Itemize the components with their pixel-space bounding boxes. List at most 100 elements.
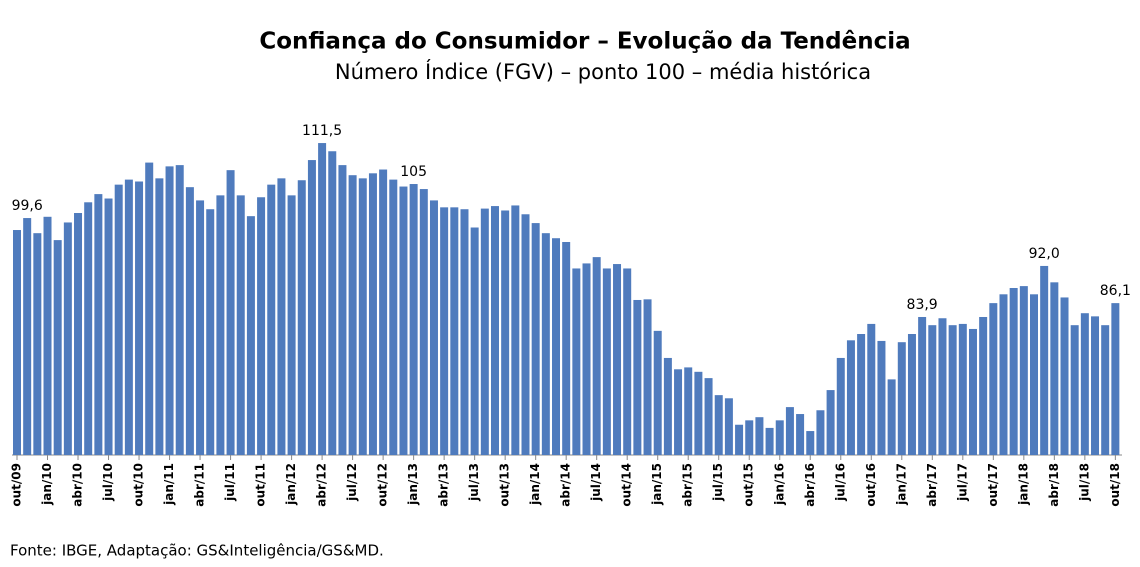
bar (1060, 297, 1069, 455)
source-note: Fonte: IBGE, Adaptação: GS&Inteligência/… (10, 542, 384, 560)
bar (857, 334, 866, 455)
chart-subtitle: Número Índice (FGV) – ponto 100 – média … (335, 59, 871, 84)
bar (938, 318, 947, 455)
bar (1030, 294, 1038, 455)
bar (135, 181, 144, 455)
x-tick-label: jul/15 (711, 463, 725, 502)
bar (552, 238, 561, 455)
x-tick-label: abr/17 (925, 463, 939, 507)
chart-title: Confiança do Consumidor – Evolução da Te… (259, 29, 910, 55)
bar (94, 194, 103, 456)
bar (124, 179, 133, 455)
x-tick-label: jan/16 (772, 463, 786, 506)
x-tick-label: out/15 (742, 463, 756, 507)
bar (490, 206, 499, 455)
x-tick-label: jan/15 (650, 463, 664, 506)
x-tick-label: jan/11 (162, 463, 176, 506)
bar (968, 328, 977, 455)
bar (480, 208, 489, 455)
bar (928, 325, 937, 455)
x-tick-label: abr/16 (803, 463, 817, 507)
bar (541, 233, 550, 455)
bar (399, 186, 408, 456)
data-label: 86,1 (1100, 283, 1131, 299)
bar (429, 200, 438, 455)
bar (297, 180, 306, 455)
bar (958, 323, 967, 455)
bar (328, 151, 337, 455)
bar (674, 369, 683, 455)
bar (63, 222, 72, 455)
x-tick-label: jan/18 (1016, 463, 1030, 506)
data-label: 99,6 (12, 198, 43, 214)
bar (206, 209, 215, 455)
bar (735, 424, 744, 455)
x-tick-label: out/11 (254, 463, 268, 507)
bar (13, 230, 21, 455)
bar (33, 233, 42, 455)
data-label: 83,9 (907, 297, 938, 313)
x-tick-label: jul/11 (223, 463, 237, 502)
bar (1101, 325, 1110, 455)
bar (257, 197, 266, 456)
bar (755, 417, 764, 455)
bar (633, 299, 642, 455)
bar (653, 330, 662, 455)
bar (1091, 316, 1100, 455)
bar (409, 184, 418, 456)
bar (236, 195, 245, 456)
bar (1070, 325, 1079, 455)
x-tick-label: jan/10 (40, 463, 54, 506)
bar (368, 173, 377, 455)
bar (745, 420, 754, 455)
x-tick-label: abr/10 (71, 463, 85, 507)
bar (592, 257, 601, 455)
bar (775, 420, 784, 455)
bar (867, 323, 876, 455)
bar (684, 367, 693, 455)
bar (338, 165, 347, 455)
x-tick-label: out/09 (10, 463, 24, 507)
x-tick-label: abr/13 (437, 463, 451, 507)
x-tick-label: out/16 (864, 463, 878, 507)
bar (440, 207, 449, 455)
bar (307, 160, 316, 455)
bar (277, 178, 286, 455)
x-tick-label: jul/17 (955, 463, 969, 502)
bar (460, 209, 469, 455)
bar (53, 240, 62, 455)
bar (419, 189, 428, 456)
bar (796, 414, 805, 455)
x-tick-label: abr/18 (1047, 463, 1061, 507)
x-tick-label: out/17 (986, 463, 1000, 507)
x-tick-label: abr/14 (559, 463, 573, 507)
bar (511, 205, 520, 455)
bar (521, 214, 530, 455)
bar (1111, 303, 1120, 455)
bar (663, 357, 672, 455)
bar (765, 427, 774, 455)
bar (826, 390, 835, 455)
x-tick-label: out/10 (132, 463, 146, 507)
bar (379, 169, 388, 455)
bar (897, 342, 906, 455)
bar (999, 294, 1008, 455)
bar (918, 316, 927, 455)
bar (887, 379, 896, 455)
bar (287, 195, 296, 456)
bar (155, 178, 164, 455)
bar (389, 179, 398, 455)
bar (23, 218, 32, 455)
x-tick-label: abr/11 (193, 463, 207, 507)
bar (1009, 288, 1018, 455)
bar (104, 198, 113, 455)
bar (979, 316, 988, 455)
bar (562, 241, 571, 455)
bar (226, 170, 235, 455)
x-tick-label: jan/13 (406, 463, 420, 506)
bar (74, 213, 83, 455)
x-tick-label: abr/15 (681, 463, 695, 507)
bar (572, 268, 581, 455)
bar (43, 216, 52, 455)
